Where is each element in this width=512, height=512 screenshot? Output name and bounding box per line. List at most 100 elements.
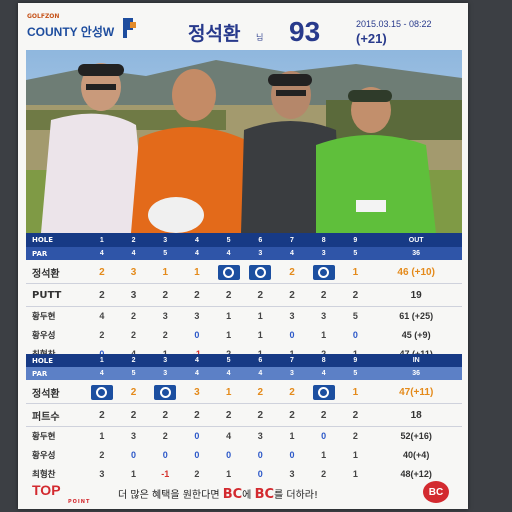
divider (26, 426, 462, 427)
player-name: 정석환 (188, 23, 241, 45)
score-cell: 2 (99, 450, 105, 460)
par-marker-cell (308, 264, 340, 280)
par-marker-cell (244, 264, 276, 280)
score-cell: 2 (99, 266, 105, 278)
score-cell: 2 (162, 431, 168, 441)
circle-icon (318, 386, 330, 398)
ad-mid: 에 (242, 490, 255, 501)
top-point-logo: TOP (32, 482, 61, 498)
score-cell: 0 (194, 450, 200, 460)
player-total: 40(+4) (403, 450, 430, 460)
top-point-sub: POINT (68, 499, 91, 505)
score-cell: 3 (131, 431, 137, 441)
score-cell: 1 (289, 431, 295, 441)
score-cell: 1 (321, 450, 327, 460)
front-hole-row: HOLE 1 2 3 4 5 6 7 8 9 OUT (26, 233, 462, 247)
hole-number: 7 (290, 357, 294, 364)
score-cell: 2 (131, 330, 137, 340)
back-other-player-row: 최형찬 3 1 -1 2 1 0 3 2 1 48(+12) (26, 465, 462, 483)
back-hole-row: HOLE 1 2 3 4 5 6 7 8 9 IN (26, 354, 462, 367)
score-cell: 0 (289, 330, 295, 340)
circle-icon (254, 266, 266, 278)
score-cell: 2 (194, 469, 200, 479)
score-cell: 0 (226, 450, 232, 460)
hole-number: 1 (99, 236, 104, 244)
score-cell: 0 (289, 450, 295, 460)
front-putt-row: PUTT 2 3 2 2 2 2 2 2 2 19 (26, 284, 462, 306)
county-logo: COUNTY 안성W (27, 25, 115, 39)
par-value: 4 (290, 250, 294, 257)
par-box-icon (217, 264, 240, 280)
par-total: 36 (412, 370, 421, 377)
front-par-row: PAR 4 4 5 4 4 3 4 3 5 36 (26, 247, 462, 260)
score-cell: 1 (257, 311, 263, 321)
score-cell: 1 (99, 431, 105, 441)
score-cell: 1 (131, 469, 137, 479)
ad-prefix: 더 많은 혜택을 원한다면 (118, 490, 223, 501)
score-cell: 1 (162, 266, 168, 278)
hole-number: 7 (290, 236, 294, 244)
score-cell: 2 (257, 386, 264, 398)
front-other-player-row: 황우성 2 2 2 0 1 1 0 1 0 45 (+9) (26, 326, 462, 344)
score-cell: 1 (352, 450, 358, 460)
par-value: 4 (321, 370, 326, 377)
par-box-icon (90, 384, 113, 400)
par-marker-cell (86, 384, 118, 400)
ad-bc-1: BC (222, 487, 243, 502)
hole-total-label: IN (412, 357, 420, 364)
par-value: 3 (258, 250, 263, 257)
putt-cell: 2 (162, 409, 168, 421)
score-cell: 4 (226, 431, 232, 441)
par-value: 3 (163, 370, 168, 377)
player-honorific: 님 (256, 33, 264, 42)
putt-cell: 2 (225, 289, 232, 301)
putt-cell: 2 (194, 289, 200, 301)
w-logo-icon (123, 18, 136, 38)
putt-label: 퍼트수 (32, 411, 60, 423)
hole-number: 2 (131, 357, 136, 364)
hole-label: HOLE (32, 356, 54, 365)
hole-number: 9 (353, 357, 358, 364)
score-cell: 2 (99, 330, 105, 340)
front-other-player-row: 황두현 4 2 3 3 1 1 3 3 5 61 (+25) (26, 307, 462, 325)
putt-cell: 2 (162, 289, 168, 301)
par-total: 36 (412, 250, 421, 257)
putt-cell: 2 (257, 289, 264, 301)
par-label: PAR (32, 369, 48, 378)
ad-suffix: 를 더하라! (274, 490, 319, 501)
hole-number: 9 (353, 236, 358, 244)
score-cell: 2 (131, 311, 137, 321)
putt-label: PUTT (32, 289, 62, 301)
score-cell: 3 (130, 266, 137, 278)
scorecard: GOLFZON COUNTY 안성W 정석환 님 93 2015.03.15 -… (18, 3, 468, 509)
par-marker-cell (213, 264, 245, 280)
par-marker-cell (308, 384, 340, 400)
score-cell: 1 (226, 469, 232, 479)
par-label: PAR (32, 249, 48, 258)
putt-total: 18 (410, 409, 422, 421)
score-cell: 0 (194, 431, 200, 441)
player-total: 52(+16) (400, 431, 432, 441)
putt-total: 19 (410, 289, 422, 301)
par-value: 3 (321, 250, 326, 257)
date-time: 2015.03.15 - 08:22 (356, 19, 432, 29)
score-cell: 3 (194, 311, 200, 321)
par-value: 5 (353, 250, 358, 257)
par-value: 4 (226, 250, 231, 257)
divider (26, 306, 462, 307)
score-cell: 3 (194, 386, 200, 398)
hole-number: 2 (131, 236, 136, 244)
score-cell: 0 (131, 450, 137, 460)
score-cell: 0 (194, 330, 200, 340)
back-other-player-row: 황우성 2 0 0 0 0 0 0 1 1 40(+4) (26, 446, 462, 464)
par-box-icon (312, 264, 335, 280)
score-cell: 2 (130, 386, 137, 398)
putt-cell: 2 (225, 409, 232, 421)
circle-icon (159, 386, 171, 398)
putt-cell: 3 (130, 289, 137, 301)
front-main-player-row: 정석환 2 3 1 1 2 1 46 (+10) (26, 261, 462, 283)
score-cell: 3 (99, 469, 105, 479)
score-cell: 1 (225, 386, 232, 398)
score-cell: 0 (162, 450, 168, 460)
score-cell: 0 (257, 450, 263, 460)
